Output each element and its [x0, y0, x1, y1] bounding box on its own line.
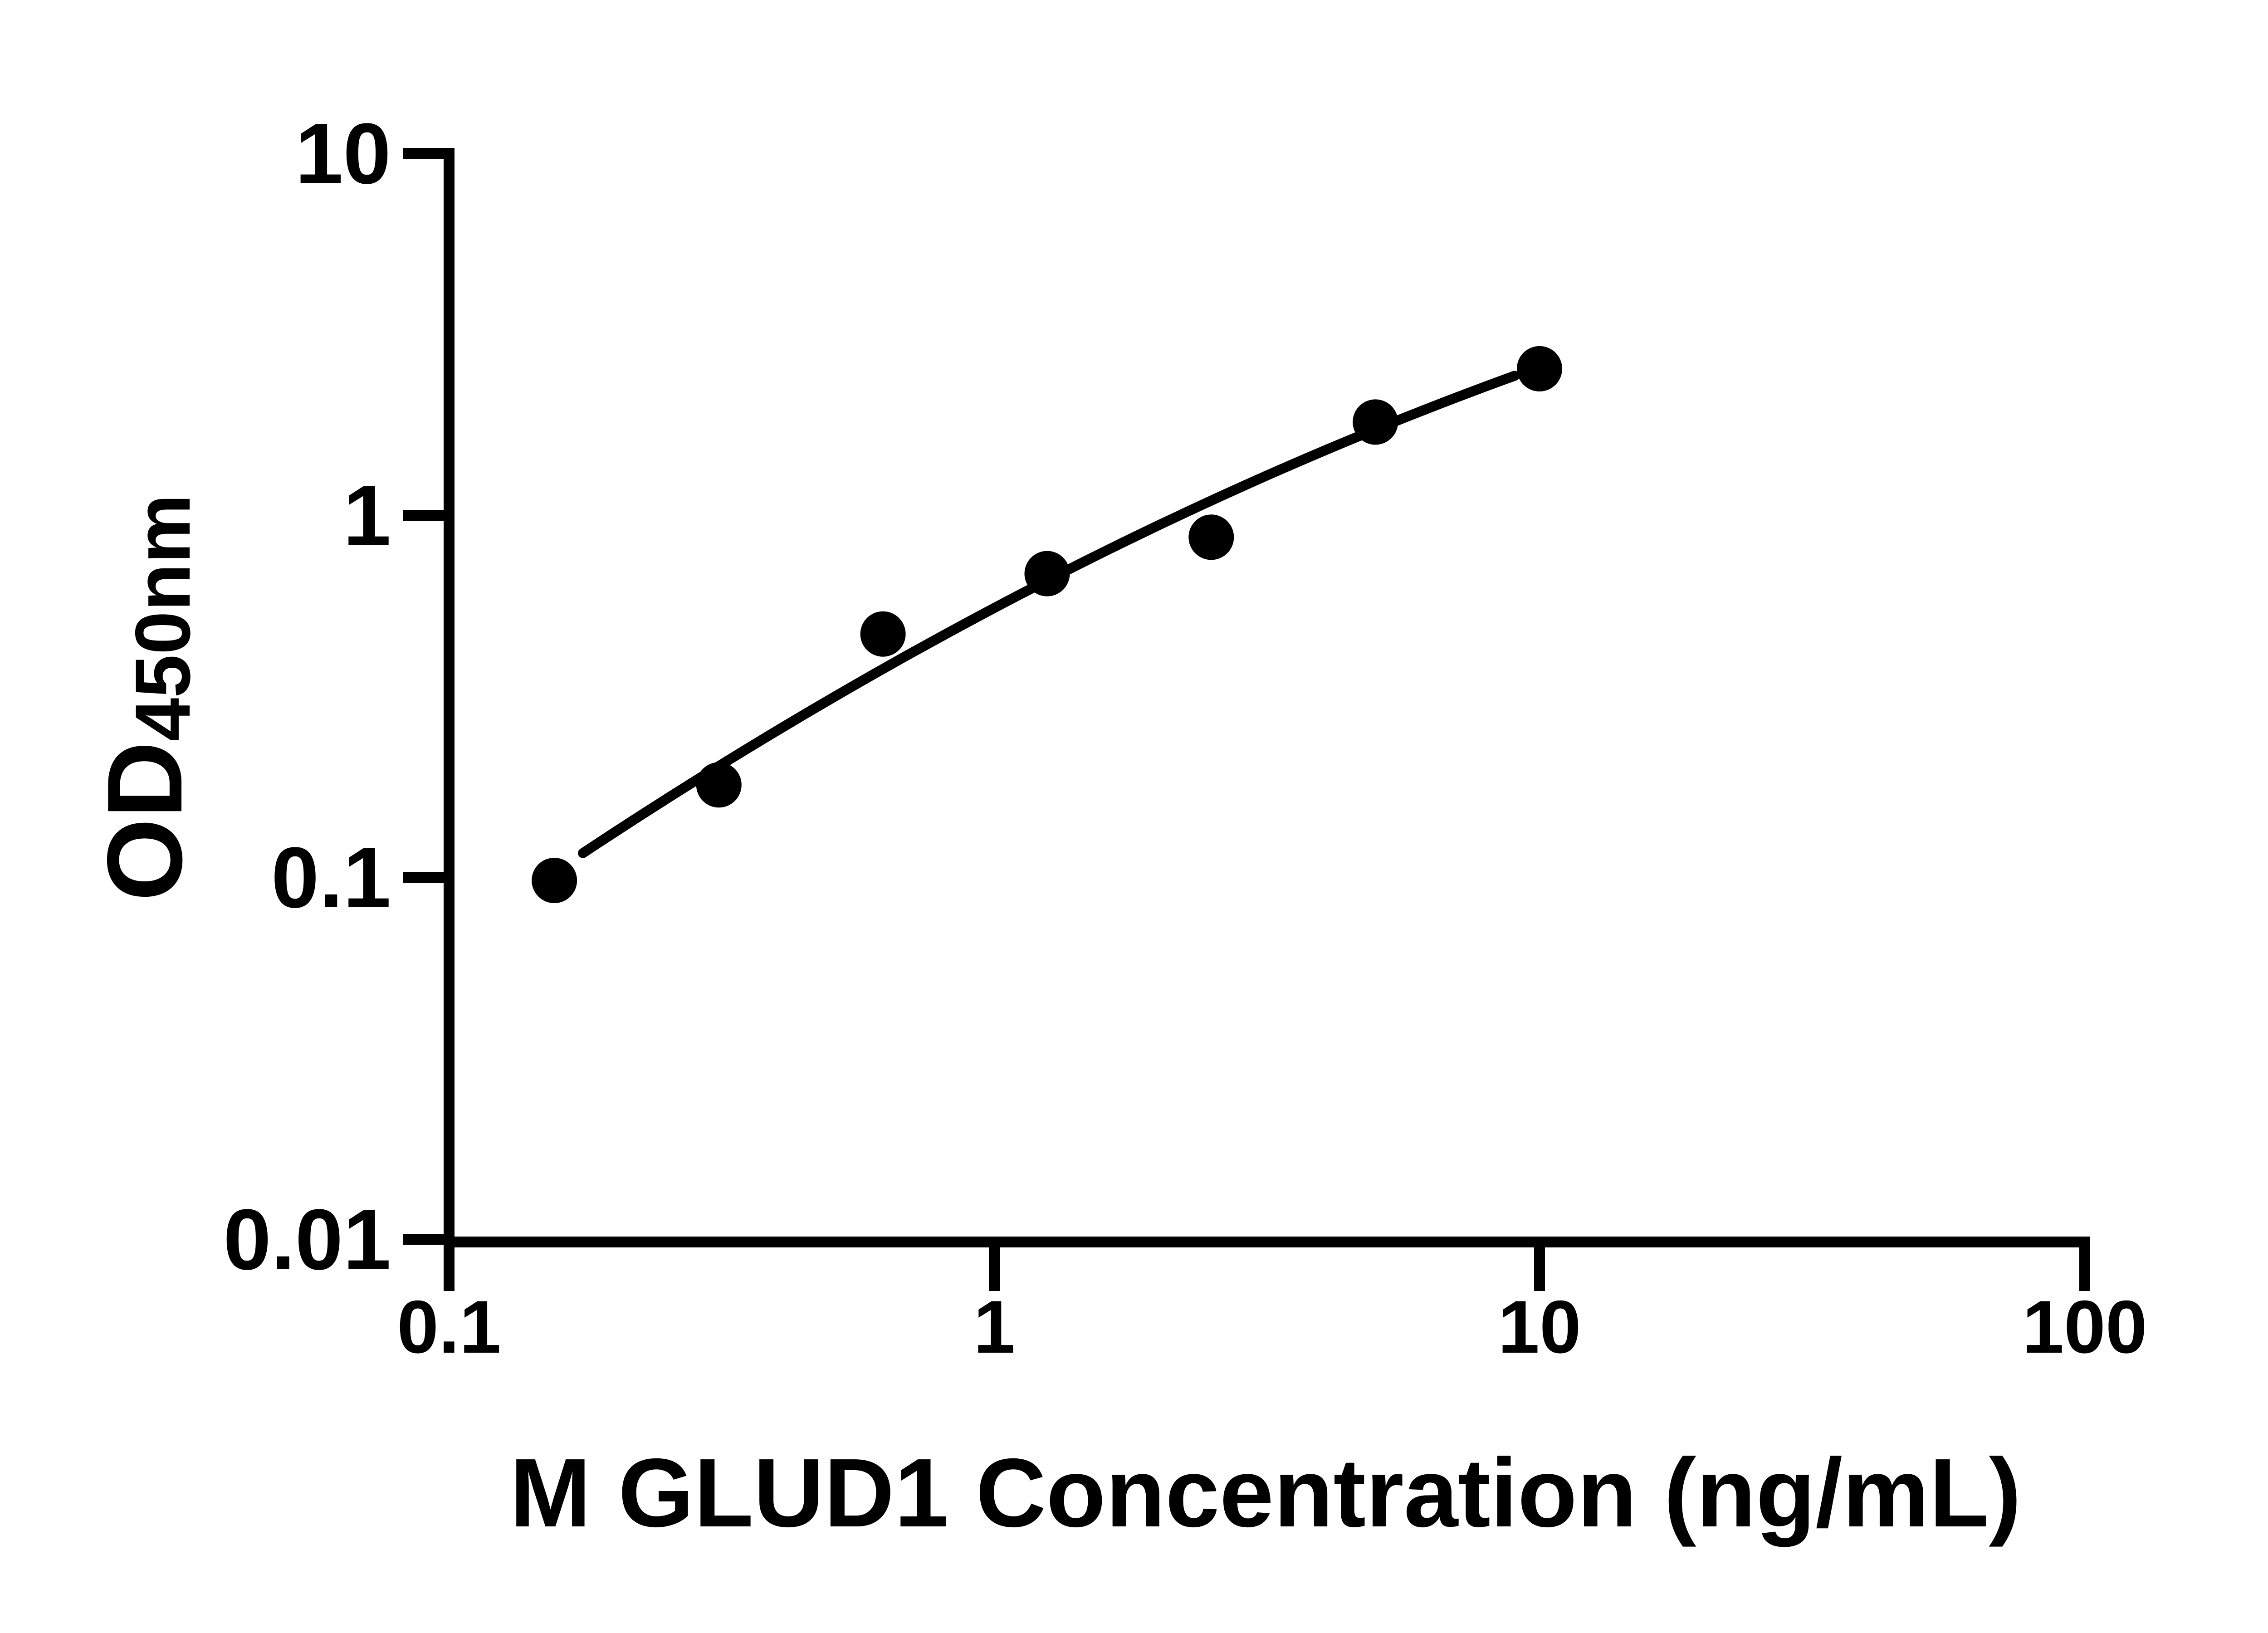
y-tick-label-1: 1	[343, 468, 391, 564]
y-tick-label-10: 10	[295, 106, 391, 202]
x-tick-label-100: 100	[2022, 1285, 2147, 1369]
y-axis-title-subscript: 450nm	[119, 494, 206, 741]
data-point-x1.25	[1024, 551, 1070, 596]
x-tick-label-10: 10	[1498, 1285, 1581, 1369]
x-tick-label-0.1: 0.1	[397, 1285, 501, 1369]
tick-marks	[403, 148, 2090, 1291]
y-axis-title-main: OD	[85, 741, 204, 901]
data-point-x2.5	[1188, 514, 1234, 560]
data-point-x0.625	[860, 611, 906, 657]
x-axis-title: M GLUD1 Concentration (ng/mL)	[510, 1438, 2021, 1547]
data-point-x0.156	[532, 858, 577, 903]
plot-area	[532, 346, 1562, 903]
x-tick-label-1: 1	[973, 1285, 1015, 1369]
data-point-x5	[1353, 399, 1398, 445]
data-point-x0.3125	[696, 762, 742, 808]
axes	[444, 148, 2090, 1247]
y-tick-label-0.01: 0.01	[223, 1192, 391, 1288]
data-point-x10	[1517, 346, 1562, 391]
y-axis-title: OD450nm	[85, 494, 206, 901]
y-tick-label-0.1: 0.1	[271, 830, 391, 926]
